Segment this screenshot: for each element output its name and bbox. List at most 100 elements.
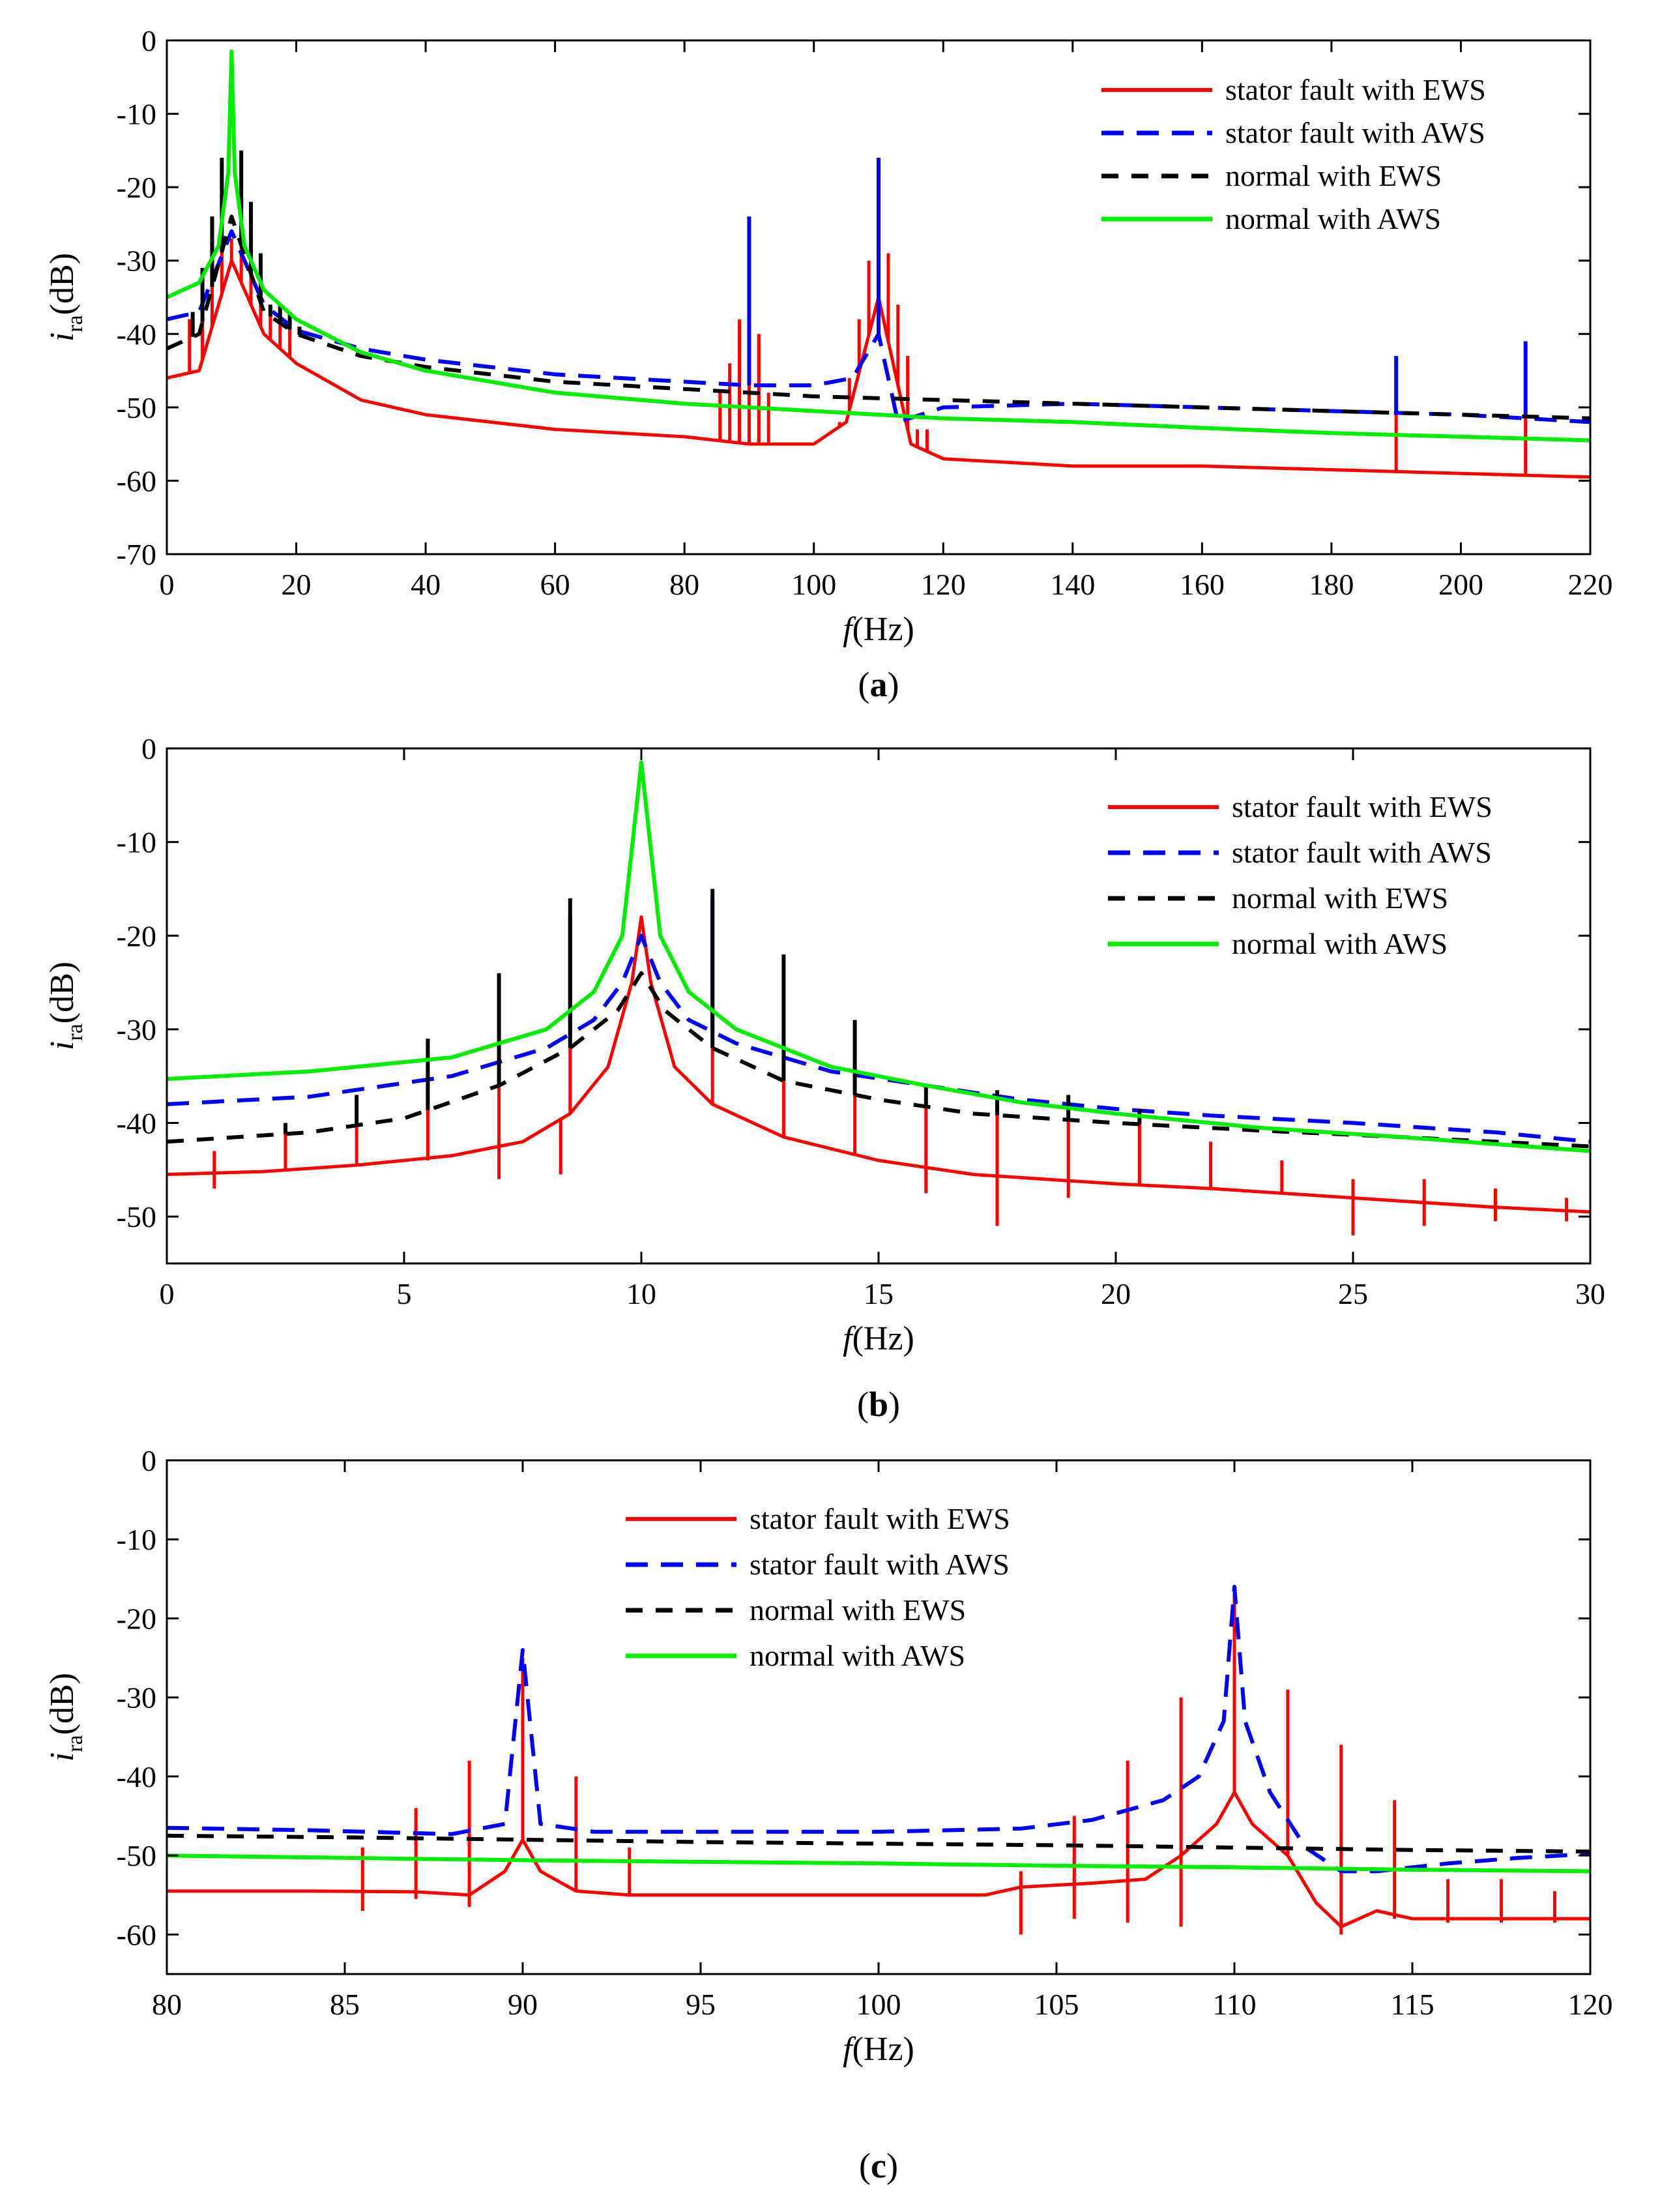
x-axis-label-unit: (Hz)	[852, 2031, 914, 2068]
legend: stator fault with EWS stator fault with A…	[1108, 790, 1493, 960]
legend-label-1: stator fault with EWS	[1225, 73, 1486, 106]
caption-letter: a	[870, 665, 888, 704]
y-tick-label: -60	[117, 464, 156, 497]
x-tick-label: 20	[1101, 1277, 1131, 1310]
plot-frame	[166, 39, 1592, 555]
y-axis-label: ira(dB)	[44, 962, 87, 1050]
x-tick-label: 220	[1568, 568, 1613, 601]
series-line-3	[167, 971, 1590, 1149]
x-tick-label: 200	[1438, 568, 1483, 601]
x-tick-label: 120	[1568, 1988, 1613, 2021]
x-tick-label: 0	[160, 1277, 175, 1310]
x-tick-label: 100	[791, 568, 836, 601]
caption-close: )	[886, 2146, 898, 2185]
legend-label-1: stator fault with EWS	[1232, 790, 1493, 823]
series-line-4	[167, 760, 1590, 1153]
legend-label-2: stator fault with AWS	[1225, 116, 1485, 149]
y-tick-label: 0	[141, 732, 156, 765]
panel-caption: (c)	[859, 2146, 898, 2185]
legend-label-3: normal with EWS	[1232, 881, 1448, 915]
y-tick-label: -50	[117, 1200, 156, 1233]
caption-letter: b	[869, 1385, 888, 1424]
y-tick-label: -20	[117, 919, 156, 952]
y-axis-label-unit: (dB)	[44, 1673, 81, 1735]
y-tick-label: -40	[117, 1107, 156, 1140]
x-axis-label-unit: (Hz)	[852, 1320, 914, 1357]
caption-letter: c	[871, 2146, 886, 2185]
x-tick-label: 105	[1034, 1988, 1079, 2021]
y-tick-label: 0	[141, 1444, 156, 1477]
x-tick-label: 30	[1575, 1277, 1605, 1310]
y-tick-label: -30	[117, 1013, 156, 1046]
panel-c: 80 85 90 95 100 105 110 115 120 0 -10 -20 -30 -40 -50 -…	[44, 1444, 1613, 2185]
x-tick-label: 115	[1390, 1988, 1434, 2021]
x-axis-label: f(Hz)	[843, 1320, 914, 1357]
plot-area	[167, 1585, 1590, 1935]
y-tick-label: -20	[117, 171, 156, 204]
legend-label-4: normal with AWS	[750, 1639, 965, 1672]
x-tick-label: 60	[540, 568, 570, 601]
x-tick-label: 85	[330, 1988, 360, 2021]
panel-a: 0 20 40 60 80 100 120 140 160 180 200 220 0 -10 -20 -30…	[44, 24, 1613, 704]
series-line-4	[167, 49, 1590, 443]
y-axis-label-symbol: i	[44, 1752, 81, 1762]
y-axis-label-subscript: ra	[63, 1735, 87, 1752]
x-tick-label: 120	[921, 568, 966, 601]
y-tick-label: -70	[117, 538, 156, 571]
y-axis-label-unit: (dB)	[44, 253, 81, 315]
y-tick-label: -50	[117, 391, 156, 424]
series-line-1	[167, 915, 1590, 1214]
y-tick-label: -10	[117, 98, 156, 131]
legend: stator fault with EWS stator fault with A…	[1101, 73, 1486, 235]
y-tick-label: -60	[117, 1918, 156, 1951]
y-tick-label: -30	[117, 1681, 156, 1715]
y-tick-label: -30	[117, 244, 156, 278]
y-tick-label: -10	[117, 1523, 156, 1556]
legend-label-3: normal with EWS	[750, 1593, 966, 1627]
legend-label-2: stator fault with AWS	[1232, 836, 1492, 869]
x-tick-label: 110	[1212, 1988, 1256, 2021]
y-axis-label-unit: (dB)	[44, 962, 81, 1024]
x-tick-label: 0	[160, 568, 175, 601]
y-axis-label: ira(dB)	[44, 253, 87, 342]
y-axis-label-subscript: ra	[63, 315, 87, 332]
x-tick-label: 180	[1309, 568, 1354, 601]
x-tick-label: 160	[1180, 568, 1225, 601]
caption-open: (	[859, 2146, 871, 2185]
x-tick-label: 80	[669, 568, 699, 601]
legend-label-4: normal with AWS	[1225, 202, 1441, 235]
y-axis-label-symbol: i	[44, 1041, 81, 1050]
caption-open: (	[858, 665, 870, 704]
x-tick-label: 95	[686, 1988, 716, 2021]
x-tick-label: 40	[411, 568, 441, 601]
x-tick-label: 25	[1338, 1277, 1368, 1310]
plot-area	[167, 49, 1590, 479]
caption-open: (	[857, 1385, 869, 1424]
caption-close: )	[888, 1385, 900, 1424]
y-axis-label: ira(dB)	[44, 1673, 87, 1762]
x-axis-label: f(Hz)	[843, 2031, 914, 2068]
y-tick-label: 0	[141, 24, 156, 57]
panel-b: 0 5 10 15 20 25 30 0 -10 -20 -30 -40 -50 f(Hz) ira(dB)…	[44, 732, 1605, 1424]
panel-caption: (b)	[857, 1385, 900, 1424]
plot-area	[167, 760, 1590, 1235]
y-axis-label-subscript: ra	[63, 1024, 87, 1040]
x-axis-label: f(Hz)	[843, 611, 914, 648]
x-tick-label: 90	[508, 1988, 538, 2021]
x-tick-label: 10	[626, 1277, 656, 1310]
y-tick-label: -40	[117, 1760, 156, 1793]
x-axis-label-unit: (Hz)	[852, 611, 914, 648]
x-tick-label: 100	[856, 1988, 901, 2021]
series-line-2	[167, 1585, 1590, 1874]
y-tick-label: -20	[117, 1602, 156, 1635]
x-tick-label: 80	[152, 1988, 182, 2021]
series-line-2	[167, 934, 1590, 1144]
series-line-4	[167, 1853, 1590, 1874]
x-tick-label: 20	[282, 568, 312, 601]
legend-label-2: stator fault with AWS	[750, 1548, 1010, 1581]
y-tick-label: -10	[117, 826, 156, 859]
series-line-1	[167, 1790, 1590, 1928]
caption-close: )	[888, 665, 899, 704]
